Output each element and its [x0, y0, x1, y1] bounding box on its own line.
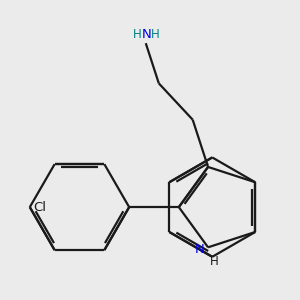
Text: N: N [141, 28, 151, 41]
Text: H: H [151, 28, 160, 41]
Text: H: H [210, 255, 218, 268]
Text: H: H [132, 28, 141, 41]
Text: Cl: Cl [33, 201, 46, 214]
Text: N: N [194, 243, 204, 256]
